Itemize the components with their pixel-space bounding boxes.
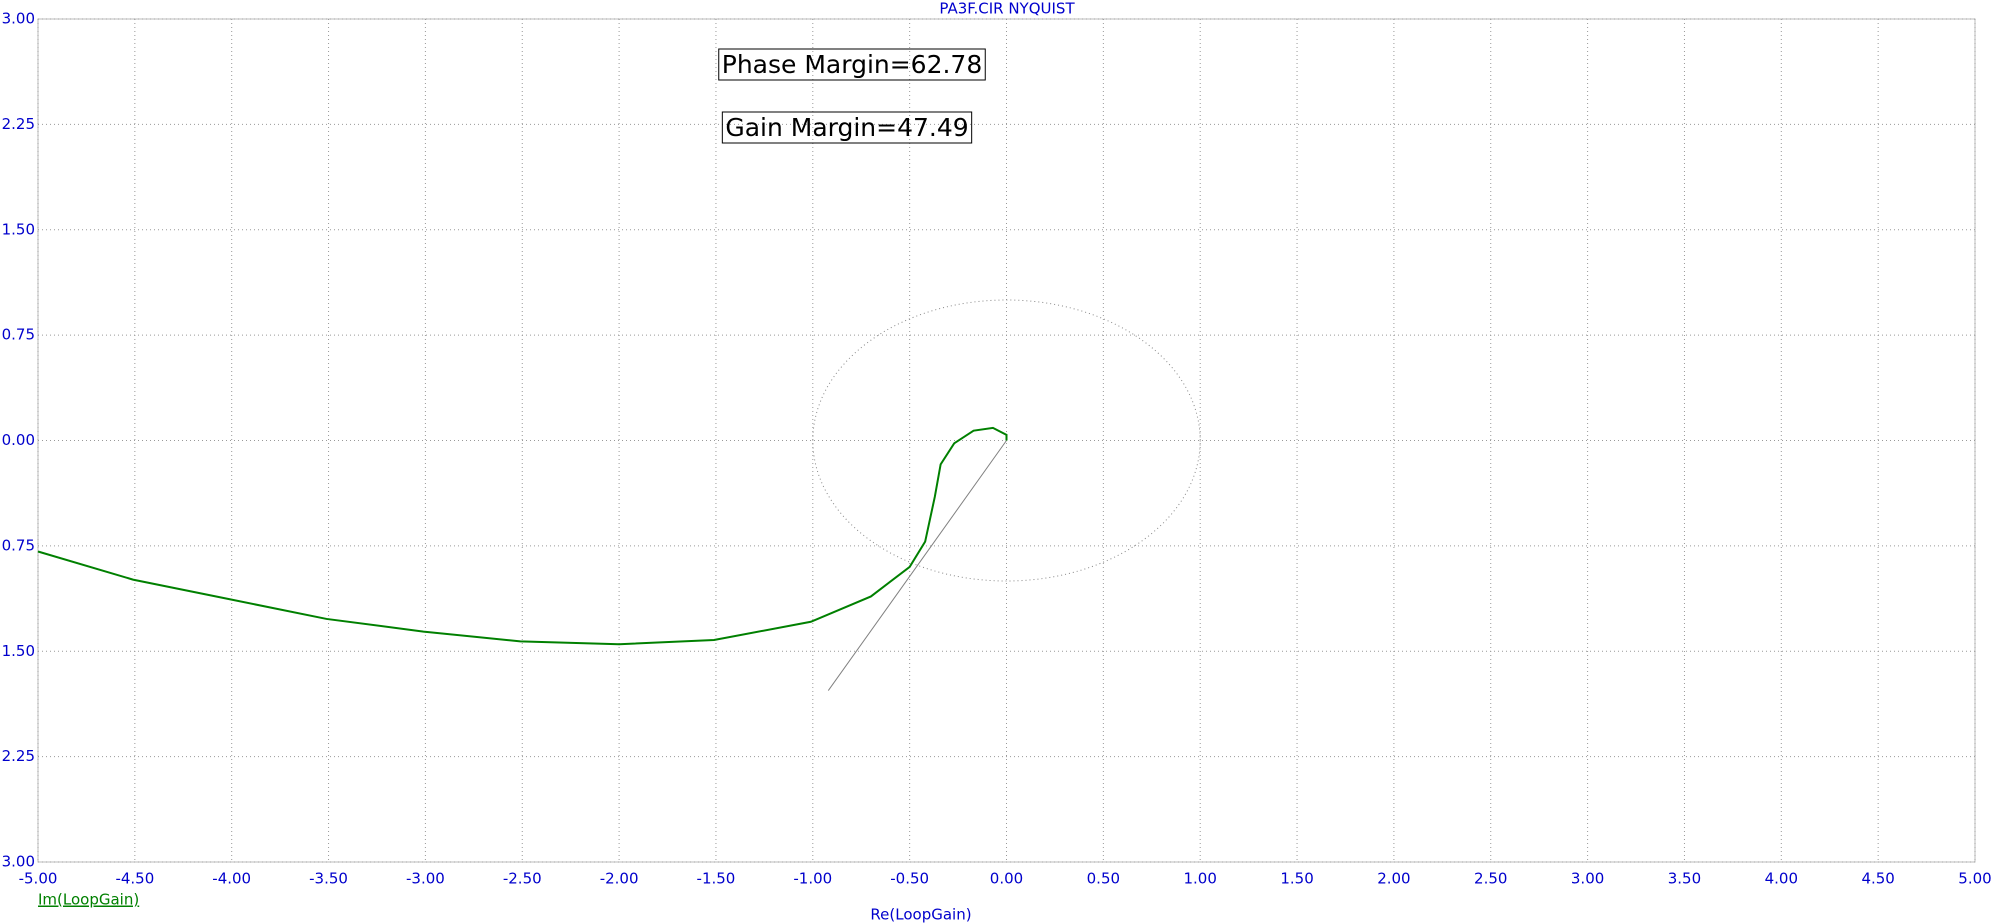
y-tick-label: 1.50: [2, 220, 35, 238]
y-tick-label: 0.75: [2, 536, 35, 554]
x-tick-label: 0.00: [990, 870, 1023, 888]
phase-margin-line: [827, 440, 1007, 691]
x-tick-label: 1.50: [1280, 870, 1313, 888]
x-tick-label: 3.00: [1571, 870, 1604, 888]
series-line: [37, 426, 1008, 646]
x-tick-label: -2.00: [600, 870, 639, 888]
annotation-box: [721, 111, 973, 144]
y-tick-label: 2.25: [2, 747, 35, 765]
y-tick-label: 1.50: [2, 642, 35, 660]
x-tick-label: 2.50: [1474, 870, 1507, 888]
y-tick-label: 3.00: [2, 853, 35, 871]
x-axis-label: Re(LoopGain): [870, 906, 971, 923]
x-tick-label: -5.00: [19, 870, 58, 888]
x-tick-label: 4.00: [1765, 870, 1798, 888]
x-tick-label: 4.50: [1861, 870, 1894, 888]
x-tick-label: 5.00: [1958, 870, 1991, 888]
annotation-box: [718, 48, 986, 81]
x-tick-label: -1.00: [793, 870, 832, 888]
y-tick-label: 0.75: [2, 326, 35, 344]
y-tick-label: 3.00: [2, 10, 35, 28]
x-tick-label: 2.00: [1377, 870, 1410, 888]
chart-title: PA3F.CIR NYQUIST: [939, 0, 1075, 18]
x-tick-label: 1.00: [1183, 870, 1216, 888]
y-tick-label: 0.00: [2, 431, 35, 449]
x-tick-label: 0.50: [1087, 870, 1120, 888]
annotation: Gain Margin=47.49: [725, 113, 968, 142]
unit-circle: [812, 299, 1201, 582]
x-tick-label: -0.50: [890, 870, 929, 888]
y-tick-label: 2.25: [2, 115, 35, 133]
annotation: Phase Margin=62.78: [722, 50, 983, 79]
x-tick-label: 3.50: [1668, 870, 1701, 888]
x-tick-label: -2.50: [503, 870, 542, 888]
x-tick-label: -1.50: [697, 870, 736, 888]
x-tick-label: -3.00: [406, 870, 445, 888]
x-tick-label: -3.50: [309, 870, 348, 888]
x-tick-label: -4.00: [212, 870, 251, 888]
legend-entry: Im(LoopGain): [38, 891, 139, 909]
x-tick-label: -4.50: [115, 870, 154, 888]
